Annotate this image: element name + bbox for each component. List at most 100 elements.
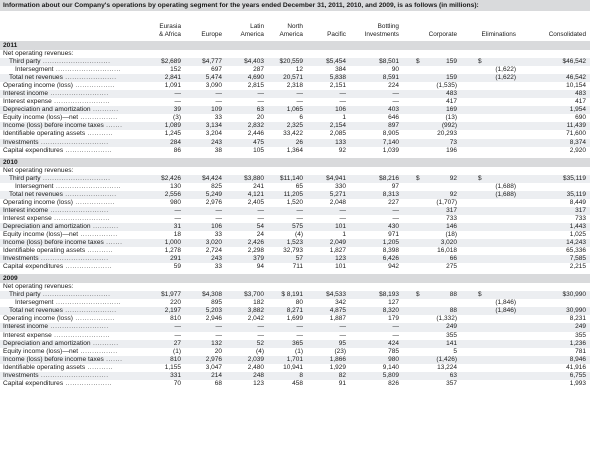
cell-eliminations: (1,622) bbox=[495, 74, 516, 82]
cell-pacific: 5,271 bbox=[329, 190, 346, 198]
table-row: Interest income ........................… bbox=[0, 323, 590, 332]
cell-europe: — bbox=[215, 98, 223, 106]
cell-corporate: 483 bbox=[446, 90, 457, 98]
cell-pacific: 101 bbox=[335, 263, 346, 271]
column-header-consolidated: Consolidated bbox=[549, 23, 586, 38]
row-label-text: Identifiable operating assets bbox=[3, 130, 86, 138]
table-row: Net operating revenues: bbox=[0, 283, 590, 291]
table-row: Depreciation and amortization ..........… bbox=[0, 339, 590, 348]
cell-eurasia-africa: 2,556 bbox=[164, 190, 181, 198]
cell-consolidated: 249 bbox=[575, 323, 586, 331]
column-header-line: & Africa bbox=[158, 30, 181, 38]
cell-north-america: 57 bbox=[295, 255, 303, 263]
table-row: Investments ............................… bbox=[0, 138, 590, 147]
table-row: Equity income (loss)—net ...............… bbox=[0, 114, 590, 122]
cell-bottling-investments: $8,216 bbox=[379, 174, 399, 182]
cell-corporate: (1,707) bbox=[436, 198, 457, 206]
cell-corporate: (13) bbox=[445, 114, 457, 122]
cell-pacific: 1 bbox=[342, 114, 346, 122]
cell-eurasia-africa: $1,977 bbox=[161, 291, 181, 299]
cell-north-america: 32,793 bbox=[283, 247, 303, 255]
cell-europe: 2,724 bbox=[205, 247, 222, 255]
table-row: Interest income ........................… bbox=[0, 206, 590, 215]
row-label: Identifiable operating assets ..........… bbox=[3, 364, 150, 372]
row-label: Investments ............................… bbox=[3, 372, 150, 380]
cell-europe: 132 bbox=[211, 339, 222, 347]
cell-eurasia-africa: 810 bbox=[170, 315, 181, 323]
dot-leader: ............................. bbox=[38, 255, 109, 263]
cell-eurasia-africa: $2,426 bbox=[161, 174, 181, 182]
cell-bottling-investments: — bbox=[392, 98, 400, 106]
cell-north-america: 365 bbox=[292, 339, 303, 347]
cell-eliminations: (1,688) bbox=[495, 190, 516, 198]
cell-pacific: 1 bbox=[342, 230, 346, 238]
dot-leader: ........... bbox=[90, 106, 119, 114]
row-label-text: Net operating revenues: bbox=[3, 166, 74, 174]
cell-europe: 33 bbox=[214, 230, 222, 238]
cell-north-america: 575 bbox=[292, 222, 303, 230]
row-label-text: Investments bbox=[3, 371, 39, 379]
cell-europe: 214 bbox=[211, 371, 222, 379]
cell-corporate: 417 bbox=[446, 98, 457, 106]
row-label: Operating income (loss) ................… bbox=[3, 315, 150, 323]
cell-europe: $4,308 bbox=[202, 291, 222, 299]
cell-corporate: 733 bbox=[446, 214, 457, 222]
cell-consolidated: 8,449 bbox=[569, 198, 586, 206]
table-row: Interest expense .......................… bbox=[0, 98, 590, 106]
cell-eurasia-africa: (3) bbox=[173, 114, 181, 122]
dot-leader: ................ bbox=[78, 114, 118, 122]
dot-leader: ................. bbox=[73, 315, 115, 323]
cell-latin-america: — bbox=[257, 331, 265, 339]
row-label-text: Capital expenditures bbox=[3, 379, 64, 387]
cell-corporate: 159 bbox=[446, 74, 457, 82]
cell-corporate: 141 bbox=[446, 339, 457, 347]
cell-latin-america: $3,700 bbox=[244, 291, 264, 299]
cell-latin-america: 105 bbox=[253, 146, 264, 154]
row-label: Identifiable operating assets ..........… bbox=[3, 130, 150, 138]
table-row: Net operating revenues: bbox=[0, 167, 590, 175]
row-label: Interest income ........................… bbox=[3, 90, 150, 98]
cell-latin-america: 475 bbox=[253, 138, 264, 146]
row-label-text: Investments bbox=[3, 255, 39, 263]
column-header-bottling-investments: Bottling Investments bbox=[365, 23, 399, 38]
cell-corporate: 20,293 bbox=[437, 130, 457, 138]
cell-europe: 109 bbox=[211, 106, 222, 114]
cell-europe: 3,134 bbox=[205, 122, 222, 130]
column-header-pacific: Pacific bbox=[327, 23, 346, 38]
cell-bottling-investments: 90 bbox=[391, 66, 399, 74]
cell-europe: 68 bbox=[214, 379, 222, 387]
cell-pacific: 92 bbox=[338, 146, 346, 154]
cell-consolidated: $46,542 bbox=[562, 58, 587, 66]
column-header-line bbox=[201, 23, 222, 31]
row-label-text: Third party bbox=[9, 58, 41, 66]
cell-eurasia-africa: 130 bbox=[170, 182, 181, 190]
cell-eurasia-africa: 1,089 bbox=[164, 122, 181, 130]
row-label: Operating income (loss) ................… bbox=[3, 199, 150, 207]
cell-pacific: 1,929 bbox=[329, 363, 346, 371]
dot-leader: ........................ bbox=[51, 214, 111, 222]
cell-corporate: 3,020 bbox=[440, 239, 457, 247]
row-label-text: Depreciation and amortization bbox=[3, 106, 91, 114]
cell-north-america: $11,140 bbox=[279, 174, 303, 182]
cell-latin-america: — bbox=[257, 323, 265, 331]
cell-pacific: 2,049 bbox=[329, 239, 346, 247]
cell-europe: 825 bbox=[211, 182, 222, 190]
cell-bottling-investments: 785 bbox=[388, 347, 399, 355]
cell-pacific: $4,941 bbox=[326, 174, 346, 182]
row-label-text: Third party bbox=[9, 291, 41, 299]
cell-corporate: 92 bbox=[449, 174, 457, 182]
cell-latin-america: — bbox=[257, 90, 265, 98]
cell-eurasia-africa: 291 bbox=[170, 255, 181, 263]
cell-europe: — bbox=[215, 331, 223, 339]
table-row: Identifiable operating assets ..........… bbox=[0, 130, 590, 138]
cell-consolidated: 65,336 bbox=[566, 247, 586, 255]
row-label-text: Identifiable operating assets bbox=[3, 247, 86, 255]
table-row: Depreciation and amortization ..........… bbox=[0, 222, 590, 231]
cell-eliminations: (1,846) bbox=[495, 307, 516, 315]
cell-pacific: 123 bbox=[335, 255, 346, 263]
table-row: Capital expenditures ...................… bbox=[0, 147, 590, 155]
table-row: Intersegment ...........................… bbox=[0, 183, 590, 191]
dot-leader: ...................... bbox=[62, 307, 117, 315]
cell-pacific: 91 bbox=[338, 379, 346, 387]
cell-consolidated: 781 bbox=[575, 347, 586, 355]
